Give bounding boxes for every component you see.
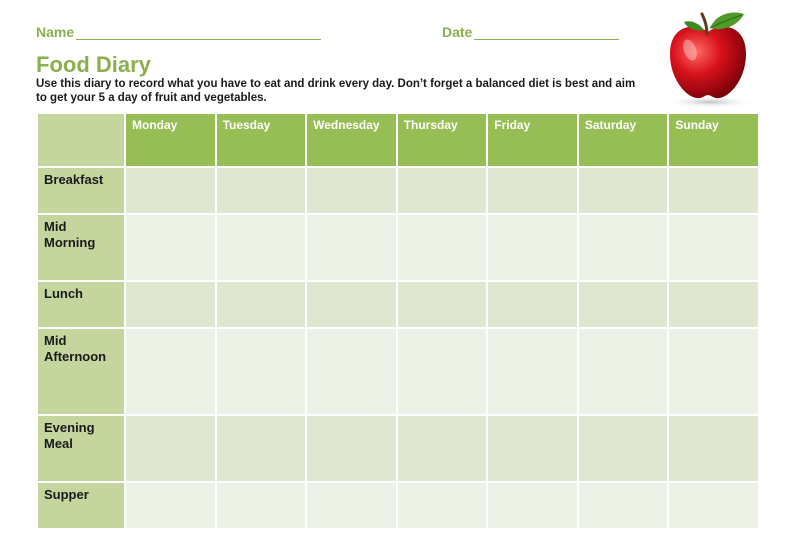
diary-cell[interactable] xyxy=(214,414,308,483)
meal-label-supper: Supper xyxy=(36,481,126,530)
meal-row-breakfast: Breakfast xyxy=(36,166,760,215)
diary-cell[interactable] xyxy=(576,280,670,329)
name-field[interactable]: Name xyxy=(36,24,322,40)
diary-cell[interactable] xyxy=(305,327,398,416)
name-label: Name xyxy=(36,24,75,40)
diary-cell[interactable] xyxy=(395,280,489,329)
meal-row-supper: Supper xyxy=(36,481,760,530)
diary-cell[interactable] xyxy=(395,166,489,215)
diary-cell[interactable] xyxy=(395,414,489,483)
date-label: Date xyxy=(442,24,473,40)
diary-cell[interactable] xyxy=(667,213,760,282)
diary-cell[interactable] xyxy=(124,213,217,282)
diary-cell[interactable] xyxy=(214,166,308,215)
diary-cell[interactable] xyxy=(667,280,760,329)
diary-cell[interactable] xyxy=(305,213,398,282)
diary-cell[interactable] xyxy=(214,481,308,530)
corner-cell xyxy=(36,112,126,168)
day-header-tuesday: Tuesday xyxy=(214,112,308,168)
meal-row-evening-meal: Evening Meal xyxy=(36,414,760,483)
meal-label-mid-afternoon: Mid Afternoon xyxy=(36,327,126,416)
day-header-row: Monday Tuesday Wednesday Thursday Friday… xyxy=(36,112,760,168)
instructions-text: Use this diary to record what you have t… xyxy=(36,78,636,104)
diary-cell[interactable] xyxy=(667,481,760,530)
day-header-friday: Friday xyxy=(486,112,579,168)
diary-cell[interactable] xyxy=(576,166,670,215)
meal-label-lunch: Lunch xyxy=(36,280,126,329)
diary-cell[interactable] xyxy=(576,481,670,530)
diary-cell[interactable] xyxy=(667,327,760,416)
meal-label-mid-morning: Mid Morning xyxy=(36,213,126,282)
diary-cell[interactable] xyxy=(124,481,217,530)
meal-label-breakfast: Breakfast xyxy=(36,166,126,215)
diary-cell[interactable] xyxy=(305,414,398,483)
diary-cell[interactable] xyxy=(395,327,489,416)
day-header-saturday: Saturday xyxy=(576,112,670,168)
diary-cell[interactable] xyxy=(124,166,217,215)
diary-cell[interactable] xyxy=(124,280,217,329)
day-header-sunday: Sunday xyxy=(667,112,760,168)
diary-cell[interactable] xyxy=(486,327,579,416)
apple-icon xyxy=(664,12,756,108)
food-diary-table: Monday Tuesday Wednesday Thursday Friday… xyxy=(36,112,760,530)
diary-cell[interactable] xyxy=(305,280,398,329)
meal-row-mid-morning: Mid Morning xyxy=(36,213,760,282)
diary-cell[interactable] xyxy=(486,166,579,215)
meal-row-mid-afternoon: Mid Afternoon xyxy=(36,327,760,416)
meal-label-evening-meal: Evening Meal xyxy=(36,414,126,483)
diary-cell[interactable] xyxy=(576,414,670,483)
diary-cell[interactable] xyxy=(576,213,670,282)
diary-cell[interactable] xyxy=(486,481,579,530)
day-header-wednesday: Wednesday xyxy=(305,112,398,168)
page-title: Food Diary xyxy=(36,52,151,77)
diary-cell[interactable] xyxy=(305,481,398,530)
diary-cell[interactable] xyxy=(395,481,489,530)
date-input-line[interactable] xyxy=(474,25,620,40)
diary-cell[interactable] xyxy=(124,414,217,483)
diary-cell[interactable] xyxy=(486,213,579,282)
day-header-thursday: Thursday xyxy=(395,112,489,168)
date-field[interactable]: Date xyxy=(442,24,620,40)
diary-cell[interactable] xyxy=(395,213,489,282)
diary-cell[interactable] xyxy=(214,327,308,416)
diary-cell[interactable] xyxy=(667,166,760,215)
diary-cell[interactable] xyxy=(576,327,670,416)
diary-cell[interactable] xyxy=(486,414,579,483)
day-header-monday: Monday xyxy=(124,112,217,168)
diary-cell[interactable] xyxy=(214,213,308,282)
diary-cell[interactable] xyxy=(124,327,217,416)
diary-cell[interactable] xyxy=(305,166,398,215)
meal-row-lunch: Lunch xyxy=(36,280,760,329)
diary-cell[interactable] xyxy=(214,280,308,329)
name-input-line[interactable] xyxy=(76,25,322,40)
diary-cell[interactable] xyxy=(486,280,579,329)
diary-cell[interactable] xyxy=(667,414,760,483)
